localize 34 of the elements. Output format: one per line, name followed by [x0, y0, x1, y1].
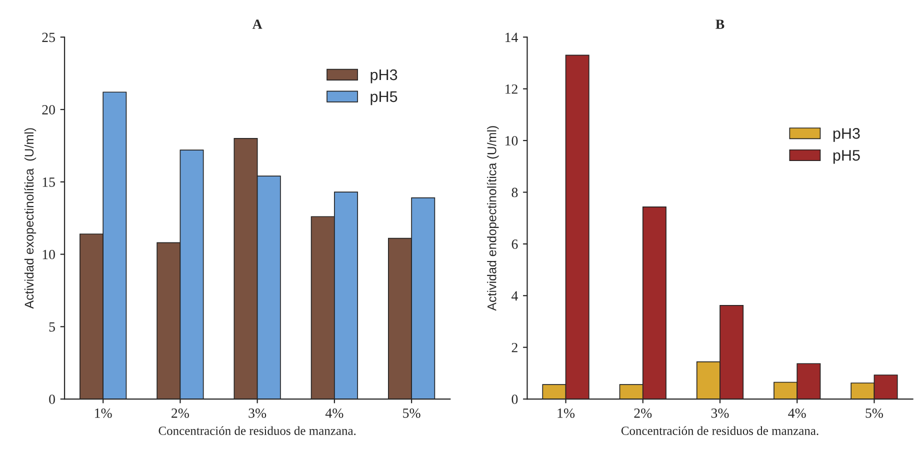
x-tick-label: 3% — [248, 408, 266, 418]
x-axis-title: Concentración de residuos de manzana. — [621, 426, 818, 436]
y-tick-label: 25 — [42, 32, 55, 42]
y-tick-label: 5 — [49, 322, 55, 332]
x-tick-label: 4% — [788, 408, 806, 418]
x-tick-label: 3% — [711, 408, 729, 418]
chart-title: A — [252, 20, 262, 29]
x-tick-label: 2% — [172, 408, 189, 418]
y-tick-label: 0 — [49, 394, 55, 404]
y-tick-label: 10 — [42, 250, 55, 260]
x-tick-label: 1% — [558, 408, 575, 418]
x-tick-label: 5% — [403, 408, 420, 418]
y-tick-label: 14 — [506, 32, 518, 42]
y-tick-label: 12 — [506, 84, 518, 94]
x-tick-label: 4% — [325, 408, 344, 418]
x-tick-label: 1% — [95, 408, 112, 418]
y-tick-label: 4 — [512, 291, 518, 300]
y-tick-label: 10 — [506, 136, 518, 146]
legend-label: pH3 — [833, 128, 860, 142]
legend-label: pH5 — [833, 150, 860, 164]
y-tick-label: 0 — [512, 394, 518, 404]
x-tick-label: 2% — [634, 408, 652, 418]
y-tick-label: 8 — [512, 188, 518, 198]
y-tick-label: 6 — [512, 240, 518, 249]
legend-label: pH3 — [370, 69, 398, 84]
y-tick-label: 15 — [42, 178, 55, 187]
x-tick-label: 5% — [866, 408, 884, 418]
y-tick-label: 2 — [512, 342, 518, 352]
legend-label: pH5 — [370, 91, 398, 106]
y-axis-title: Actividad exopectinolítica (U/ml) — [24, 128, 36, 309]
x-axis-title: Concentración de residuos de manzana. — [158, 426, 356, 436]
y-tick-label: 20 — [42, 105, 55, 114]
y-axis-title: Actividad endopectinolítica (U/ml) — [486, 126, 499, 311]
chart-title: B — [716, 20, 724, 29]
